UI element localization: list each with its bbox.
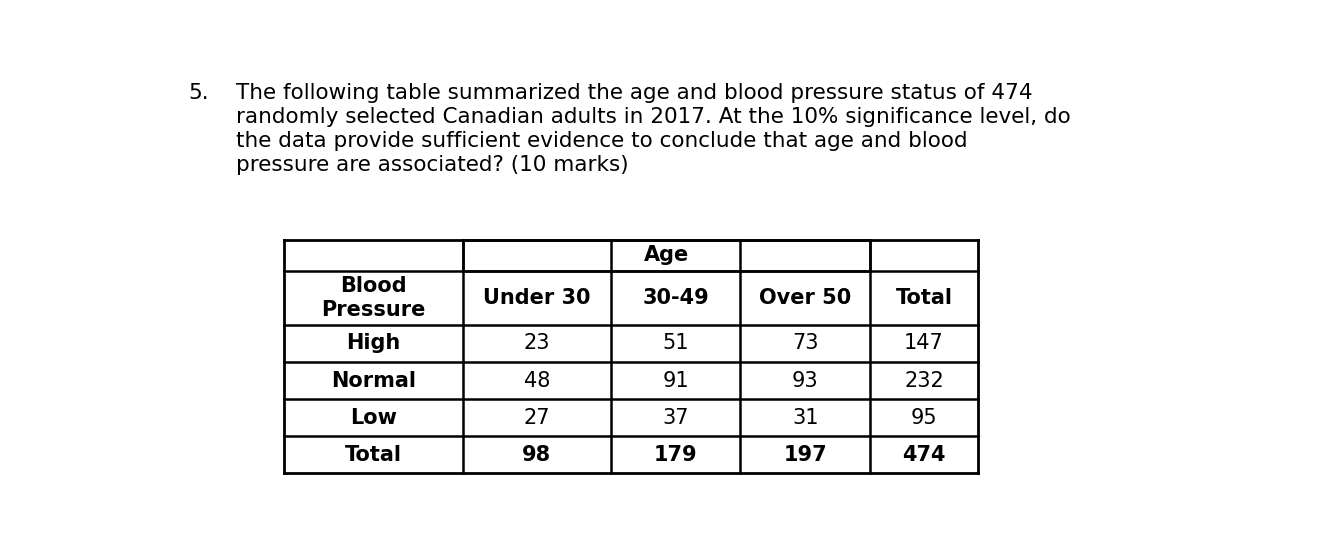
Text: High: High xyxy=(346,333,400,353)
Text: 23: 23 xyxy=(524,333,550,353)
Text: 232: 232 xyxy=(904,371,944,390)
Text: Blood
Pressure: Blood Pressure xyxy=(321,276,426,320)
Text: 197: 197 xyxy=(784,445,827,465)
Text: Age: Age xyxy=(644,245,690,265)
Text: Over 50: Over 50 xyxy=(760,288,851,307)
Text: 27: 27 xyxy=(524,408,550,428)
Text: Total: Total xyxy=(345,445,402,465)
Text: 5.: 5. xyxy=(188,83,210,103)
Text: randomly selected Canadian adults in 2017. At the 10% significance level, do: randomly selected Canadian adults in 201… xyxy=(236,107,1070,127)
Text: 48: 48 xyxy=(524,371,550,390)
Text: Low: Low xyxy=(350,408,396,428)
Text: 73: 73 xyxy=(792,333,818,353)
Text: Total: Total xyxy=(895,288,952,307)
Text: Normal: Normal xyxy=(332,371,416,390)
Text: 91: 91 xyxy=(662,371,688,390)
Text: 93: 93 xyxy=(792,371,818,390)
Text: 37: 37 xyxy=(662,408,688,428)
Text: 31: 31 xyxy=(792,408,818,428)
Text: Under 30: Under 30 xyxy=(483,288,590,307)
Text: 179: 179 xyxy=(654,445,697,465)
Text: The following table summarized the age and blood pressure status of 474: The following table summarized the age a… xyxy=(236,83,1032,103)
Text: 51: 51 xyxy=(662,333,688,353)
Text: 30-49: 30-49 xyxy=(642,288,709,307)
Text: 95: 95 xyxy=(911,408,937,428)
Text: 147: 147 xyxy=(904,333,944,353)
Text: 474: 474 xyxy=(902,445,945,465)
Text: the data provide sufficient evidence to conclude that age and blood: the data provide sufficient evidence to … xyxy=(236,131,967,151)
Text: pressure are associated? (10 marks): pressure are associated? (10 marks) xyxy=(236,155,629,175)
Text: 98: 98 xyxy=(522,445,552,465)
